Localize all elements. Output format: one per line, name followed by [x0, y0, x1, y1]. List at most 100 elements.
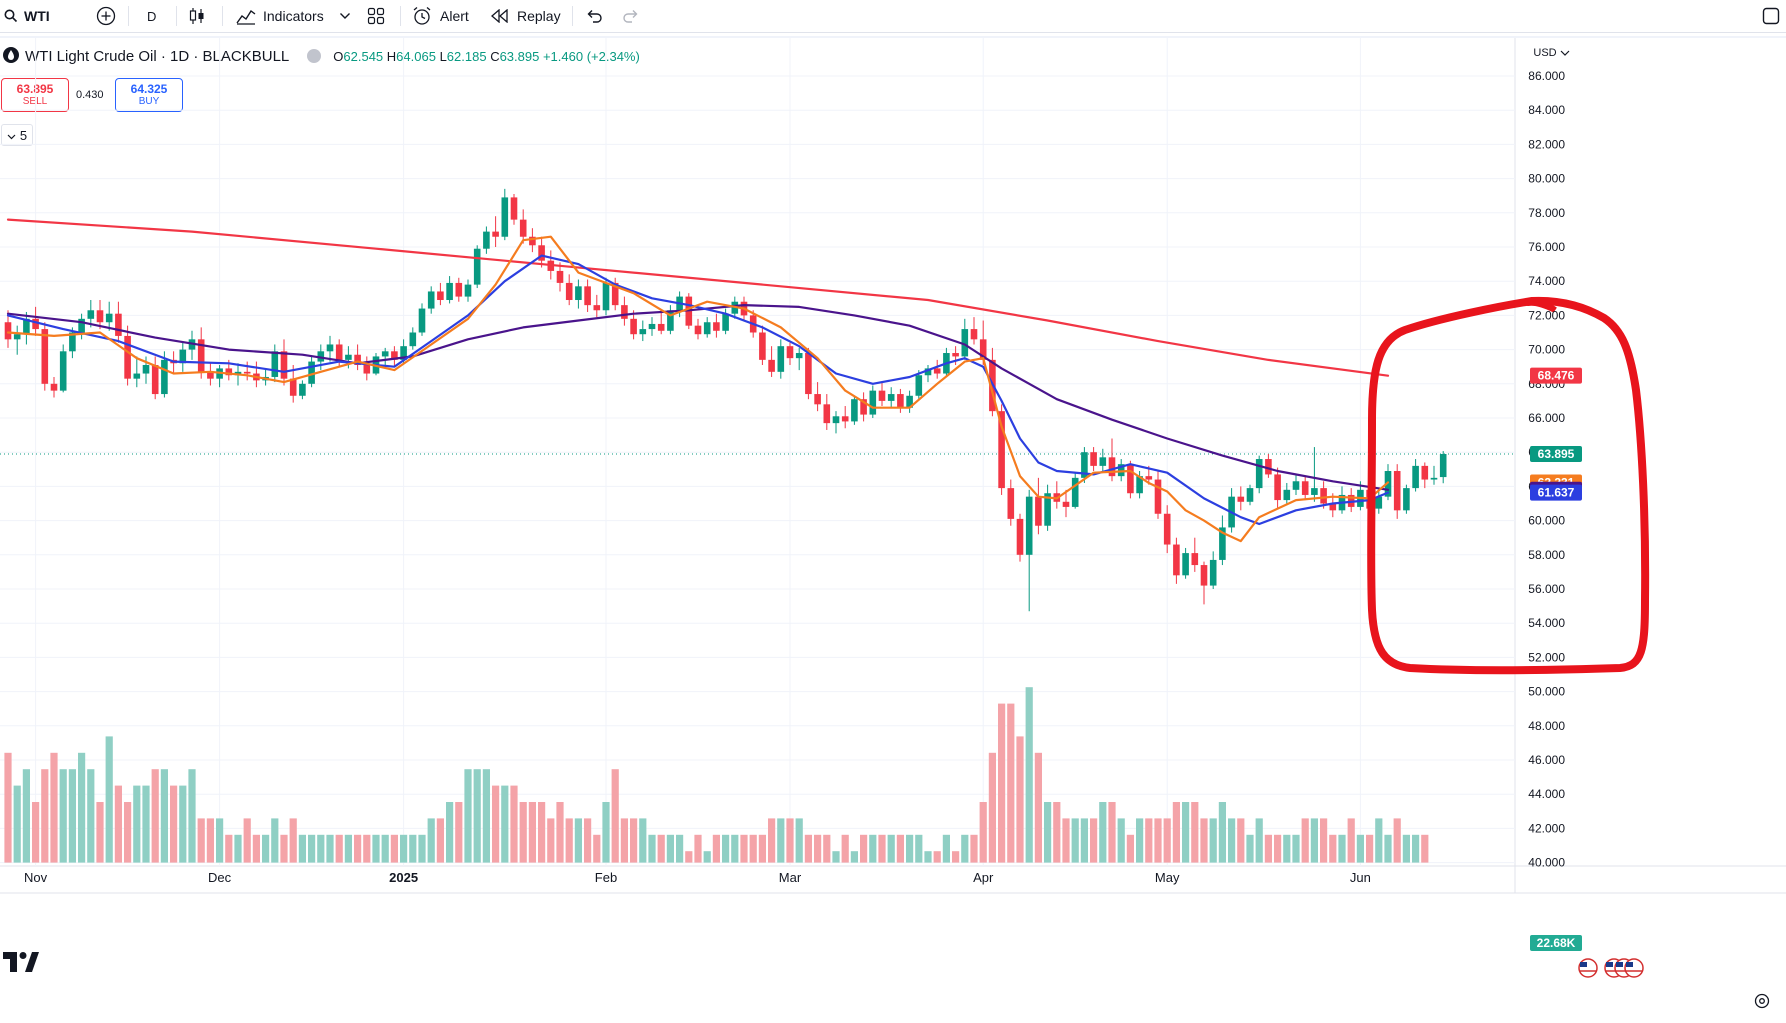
volume-bar	[1062, 818, 1070, 863]
volume-bar	[381, 834, 389, 863]
candle-body	[1375, 496, 1383, 509]
volume-bar	[620, 818, 628, 863]
rewind-icon	[491, 9, 509, 23]
tradingview-logo[interactable]	[3, 950, 39, 977]
candle-body	[483, 231, 490, 249]
top-toolbar: WTI D Indicators Alert	[0, 0, 1786, 33]
volume-bar	[639, 818, 647, 863]
price-tick-label: 78.000	[1528, 206, 1565, 220]
candle-body	[1182, 553, 1189, 576]
candle-body	[345, 354, 352, 360]
grid-lines	[0, 38, 1786, 894]
candle-body	[455, 282, 463, 297]
us-flag-icon	[1604, 958, 1624, 978]
volume-bar	[565, 818, 573, 863]
candle-body	[133, 373, 141, 379]
candle-body	[1035, 496, 1042, 526]
indicators-button[interactable]: Indicators	[236, 0, 324, 32]
price-tick-label: 68.000	[1528, 377, 1565, 391]
price-badge	[1530, 474, 1582, 491]
fullscreen-button[interactable]	[1762, 0, 1780, 32]
undo-button[interactable]	[585, 0, 603, 32]
indicators-menu-button[interactable]	[339, 0, 351, 32]
volume-bar	[979, 802, 987, 863]
volume-bar	[243, 818, 251, 863]
time-axis: Nov Dec 2025 Feb Mar Apr May Jun	[24, 870, 1371, 885]
volume-bar	[666, 834, 674, 863]
candle-body	[667, 310, 674, 331]
sell-button[interactable]: 63.895 SELL	[1, 78, 69, 112]
volume-bar	[1163, 818, 1171, 863]
candle-body	[1439, 453, 1447, 478]
candle-body	[759, 332, 766, 360]
volume-bar	[234, 834, 242, 863]
candle-body	[869, 390, 877, 415]
volume-bar	[326, 834, 334, 863]
volume-bar	[32, 802, 40, 863]
candle-body	[1329, 503, 1337, 511]
candle-body	[657, 323, 665, 331]
volume-bar	[712, 834, 720, 863]
toolbar-divider	[400, 6, 401, 26]
volume-bar	[1034, 752, 1042, 863]
candle-body	[1237, 496, 1245, 502]
candle-body	[611, 282, 619, 306]
volume-bar	[906, 834, 914, 863]
volume-bar	[1218, 802, 1226, 863]
volume-bar	[390, 834, 398, 863]
volume-bar	[298, 834, 306, 863]
toolbar-divider	[176, 6, 177, 26]
collapse-indicators-button[interactable]: 5	[1, 124, 33, 146]
volume-bar	[961, 834, 969, 863]
interval-button[interactable]: D	[147, 8, 157, 24]
candle-body	[78, 318, 85, 333]
volume-bar	[59, 769, 67, 863]
settings-button[interactable]	[1753, 992, 1771, 1015]
symbol-search[interactable]: WTI	[4, 0, 50, 32]
candle-body	[694, 325, 702, 335]
candle-body	[1301, 481, 1309, 495]
redo-icon	[622, 9, 640, 23]
alert-button[interactable]: Alert	[412, 0, 469, 32]
layouts-button[interactable]	[367, 0, 385, 32]
candle-body	[1311, 488, 1318, 495]
volume-bar	[1228, 818, 1236, 863]
candle-body	[446, 282, 453, 301]
candle-body	[50, 383, 58, 391]
compare-button[interactable]	[96, 0, 116, 32]
volume-bars	[4, 687, 1429, 863]
volume-bar	[68, 769, 76, 863]
price-scale: 86.000 84.000 82.000 80.000 78.000 76.000 74.0…	[1528, 47, 1582, 951]
buy-button[interactable]: 64.325 BUY	[115, 78, 183, 112]
us-flag-icon	[1624, 958, 1644, 978]
low-label: L	[439, 48, 447, 64]
candle-body	[308, 361, 315, 384]
buy-label: BUY	[138, 96, 160, 107]
ohlc-values: O62.545 H64.065 L62.185 C63.895 +1.460 (…	[333, 49, 640, 64]
volume-bar	[188, 769, 196, 863]
redo-button[interactable]	[622, 0, 640, 32]
legend-toggle-icon[interactable]	[307, 49, 322, 63]
price-tick-label: 56.000	[1528, 582, 1565, 596]
candle-body	[179, 349, 187, 364]
change-value: +1.460 (+2.34%)	[542, 48, 640, 64]
price-badge-label: 63.895	[1538, 447, 1575, 461]
undo-icon	[585, 9, 603, 23]
volume-bar	[933, 851, 941, 863]
volume-bar	[1338, 834, 1346, 863]
candle-body	[437, 291, 444, 301]
moving-averages	[6, 218, 1390, 543]
symbol-title[interactable]: WTI Light Crude Oil · 1D · BLACKBULL	[25, 47, 290, 65]
chart-type-button[interactable]	[188, 0, 206, 32]
replay-button[interactable]: Replay	[491, 0, 561, 32]
volume-bar	[648, 834, 656, 863]
volume-bar	[262, 834, 270, 863]
candle-body	[961, 329, 969, 357]
volume-bar	[1136, 818, 1144, 863]
price-tick-label: 72.000	[1528, 308, 1565, 322]
candle-body	[1384, 471, 1392, 497]
candle-body	[243, 371, 251, 374]
candle-body	[851, 399, 858, 422]
volume-bar	[584, 818, 592, 863]
